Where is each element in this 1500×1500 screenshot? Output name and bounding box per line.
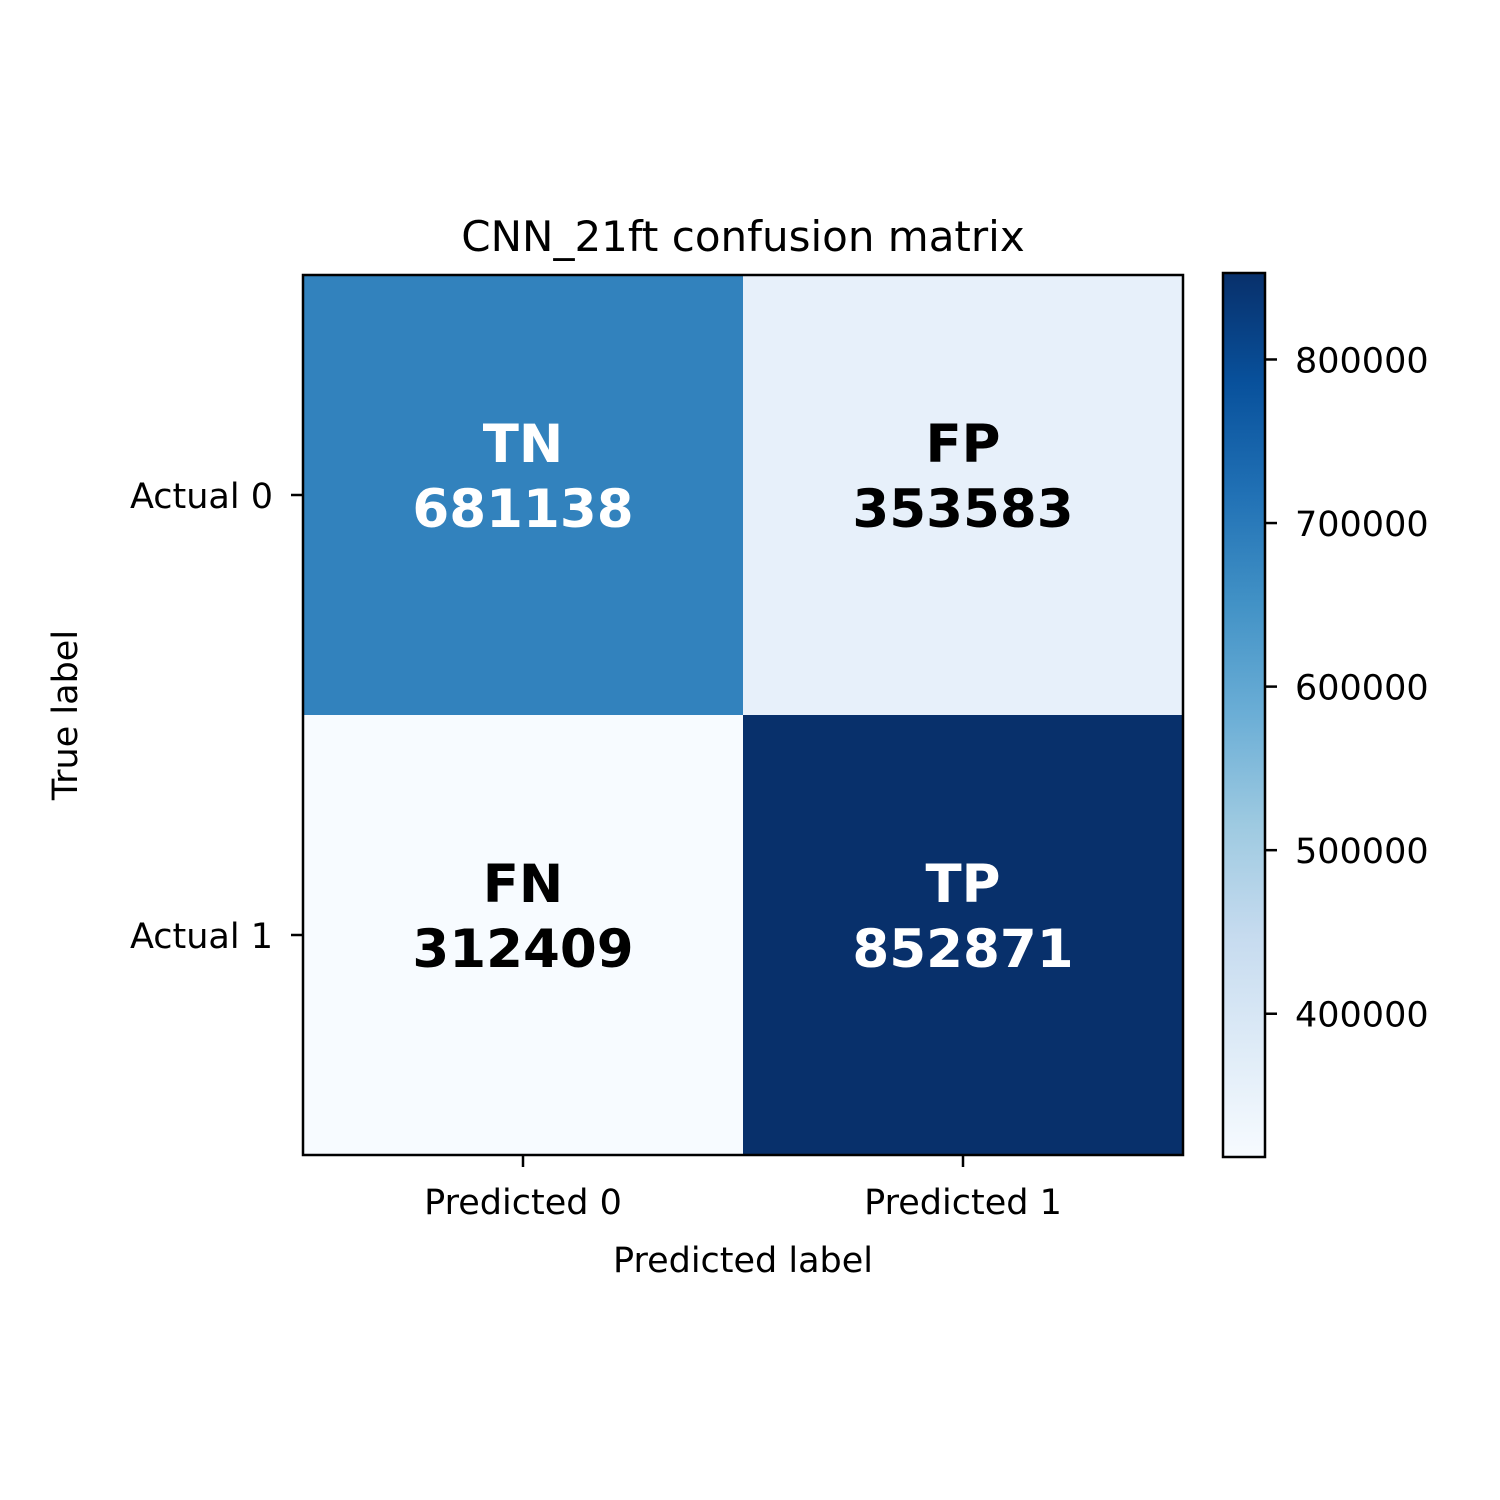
- cell-label-tp: TP: [926, 854, 1001, 915]
- x-axis-label: Predicted label: [613, 1241, 873, 1281]
- y-axis-label: True label: [46, 630, 86, 801]
- x-tick-label: Predicted 0: [424, 1183, 622, 1223]
- cell-value-fp: 353583: [852, 479, 1073, 540]
- y-axis: Actual 0 Actual 1: [130, 477, 303, 957]
- colorbar-tick-label: 700000: [1295, 505, 1429, 545]
- y-tick-label: Actual 0: [130, 477, 273, 517]
- colorbar-tick-label: 500000: [1295, 832, 1429, 872]
- colorbar-tick-label: 400000: [1295, 996, 1429, 1036]
- cell-label-fp: FP: [925, 414, 1000, 475]
- colorbar: [1221, 271, 1267, 1159]
- heatmap-cell-tp: [743, 715, 1183, 1155]
- x-tick-label: Predicted 1: [864, 1183, 1062, 1223]
- heatmap-cell-fp: [743, 275, 1183, 715]
- colorbar-axis: 400000 500000 600000 700000 800000: [1265, 341, 1429, 1036]
- cell-value-fn: 312409: [412, 919, 633, 980]
- heatmap-cell-fn: [303, 715, 743, 1155]
- cell-label-fn: FN: [483, 854, 564, 915]
- y-tick-label: Actual 1: [130, 917, 273, 957]
- cell-value-tn: 681138: [412, 479, 633, 540]
- colorbar-tick-label: 600000: [1295, 669, 1429, 709]
- x-axis: Predicted 0 Predicted 1: [424, 1155, 1062, 1223]
- colorbar-tick-label: 800000: [1295, 341, 1429, 381]
- cell-value-tp: 852871: [852, 919, 1073, 980]
- cell-label-tn: TN: [483, 414, 564, 475]
- heatmap-cells: [303, 275, 1183, 1155]
- plot-frame: [301, 273, 1185, 1157]
- heatmap-cell-tn: [303, 275, 743, 715]
- chart-title: CNN_21ft confusion matrix: [461, 212, 1024, 261]
